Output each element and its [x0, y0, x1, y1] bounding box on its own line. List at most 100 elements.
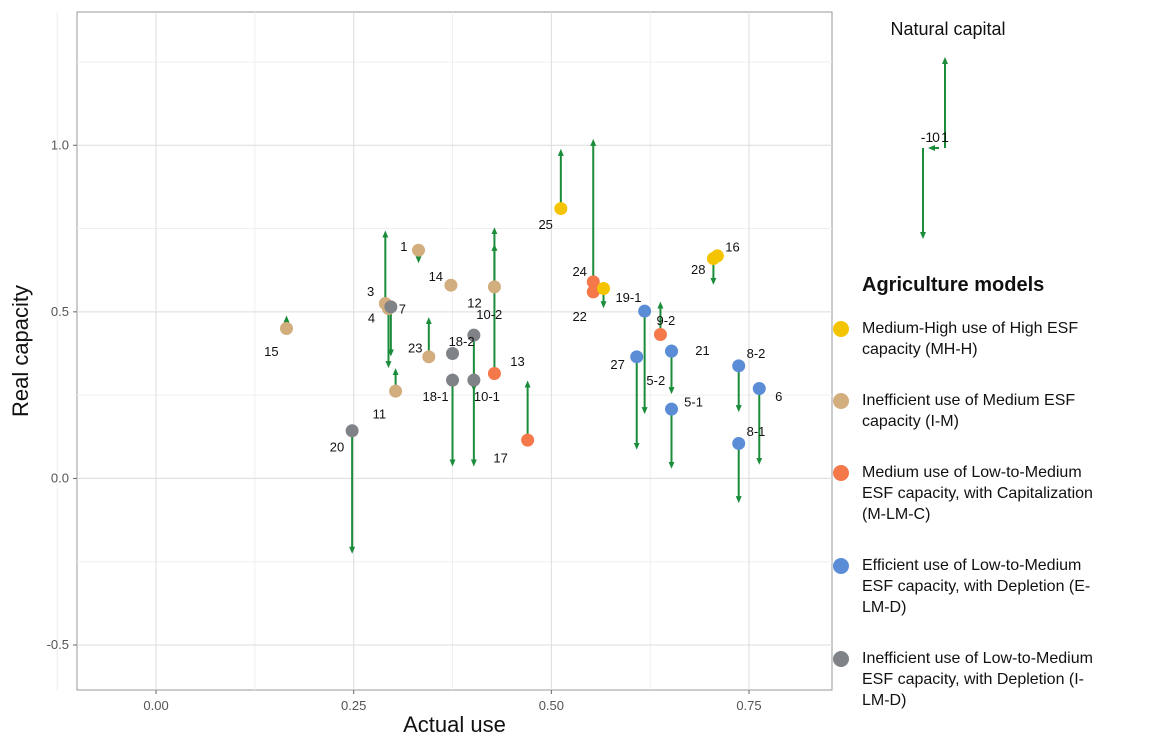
data-point: [521, 433, 535, 447]
data-point: [665, 344, 679, 358]
data-point: [653, 328, 667, 342]
data-point: [487, 366, 501, 380]
data-point: [345, 424, 359, 438]
point-label: 8-1: [747, 424, 766, 439]
nc-key-label: -1: [921, 129, 934, 145]
point-label: 3: [367, 284, 374, 299]
point-label: 22: [572, 309, 586, 324]
legend-entry-text: LM-D): [862, 599, 906, 616]
nc-key-label: 1: [941, 129, 949, 145]
data-point: [597, 282, 611, 296]
y-tick-label: -0.5: [47, 637, 69, 652]
data-point: [630, 350, 644, 364]
point-label: 14: [429, 269, 443, 284]
x-tick-label: 0.50: [539, 698, 564, 713]
point-label: 6: [775, 389, 782, 404]
data-point: [389, 384, 403, 398]
y-tick-label: 0.0: [51, 470, 69, 485]
legend-entry-text: LM-D): [862, 692, 906, 709]
point-label: 13: [510, 354, 524, 369]
y-tick-label: 1.0: [51, 137, 69, 152]
x-axis-ticks: 0.00 0.25 0.50 0.75: [143, 690, 762, 713]
point-label: 19-1: [615, 290, 641, 305]
data-point: [732, 436, 746, 450]
point-label: 17: [493, 450, 507, 465]
point-label: 10-2: [476, 307, 502, 322]
data-point: [752, 381, 766, 395]
point-label: 18-2: [449, 334, 475, 349]
data-point: [446, 373, 460, 387]
data-point: [412, 243, 426, 257]
point-label: 5-1: [684, 394, 703, 409]
x-tick-label: 0.75: [736, 698, 761, 713]
natural-capital-keys: -10 1: [920, 57, 949, 239]
point-label: 5-2: [646, 373, 665, 388]
point-label: 7: [399, 302, 406, 317]
legend-entry-text: ESF capacity, with Capitalization: [862, 485, 1093, 502]
data-point: [446, 346, 460, 360]
data-point: [586, 275, 600, 289]
legend-title: Agriculture models: [862, 274, 1044, 296]
legend-entry-text: capacity (MH-H): [862, 341, 978, 358]
natural-capital-arrows: [283, 138, 763, 554]
data-point: [554, 202, 568, 216]
data-point: [444, 278, 458, 292]
point-label: 25: [538, 217, 552, 232]
legend-swatch: [833, 321, 849, 337]
data-points: [280, 202, 766, 450]
nc-key-label: 0: [932, 129, 940, 145]
agriculture-models-legend: Agriculture models Medium-High use of Hi…: [833, 274, 1093, 709]
data-point: [422, 350, 436, 364]
y-axis-title: Real capacity: [8, 285, 33, 417]
point-label: 4: [368, 311, 375, 326]
legend-swatch: [833, 651, 849, 667]
legend-entry-text: Efficient use of Low-to-Medium: [862, 557, 1081, 574]
point-label: 12: [467, 296, 481, 311]
legend-swatch: [833, 465, 849, 481]
data-point: [384, 300, 398, 314]
point-label: 24: [572, 264, 586, 279]
legend-entry-text: Inefficient use of Medium ESF: [862, 392, 1075, 409]
point-label: 10-1: [474, 389, 500, 404]
legend-entry-text: (M-LM-C): [862, 506, 930, 523]
legend-entry-text: capacity (I-M): [862, 413, 959, 430]
data-point: [732, 359, 746, 373]
legend-swatch: [833, 393, 849, 409]
x-tick-label: 0.00: [143, 698, 168, 713]
data-point: [487, 280, 501, 294]
point-label: 9-2: [656, 313, 675, 328]
data-point: [665, 402, 679, 416]
y-tick-label: 0.5: [51, 304, 69, 319]
point-label: 8-2: [747, 346, 766, 361]
point-label: 28: [691, 262, 705, 277]
data-point: [467, 373, 481, 387]
point-label: 23: [408, 341, 422, 356]
x-axis-title: Actual use: [403, 712, 506, 737]
point-label: 21: [695, 343, 709, 358]
natural-capital-legend: Natural capital -10 1: [890, 19, 1006, 239]
legend-entry-text: Medium use of Low-to-Medium: [862, 464, 1082, 481]
y-axis-ticks: -0.5 0.0 0.5 1.0: [47, 137, 77, 652]
legend-entry-text: ESF capacity, with Depletion (I-: [862, 671, 1084, 688]
point-label: 27: [610, 357, 624, 372]
point-label: 16: [725, 240, 739, 255]
point-label: 15: [264, 344, 278, 359]
legend-entries: Medium-High use of High ESF capacity (MH-…: [833, 320, 1093, 709]
data-point: [638, 304, 652, 318]
natural-capital-title: Natural capital: [890, 19, 1005, 39]
data-point: [467, 328, 481, 342]
legend-entry-text: ESF capacity, with Depletion (E-: [862, 578, 1090, 595]
point-label: 11: [373, 406, 387, 421]
x-tick-label: 0.25: [341, 698, 366, 713]
legend-entry-text: Medium-High use of High ESF: [862, 320, 1078, 337]
point-label: 18-1: [423, 389, 449, 404]
grid-lines: [56, 12, 832, 690]
point-label: 20: [330, 439, 344, 454]
data-point: [280, 322, 294, 336]
data-point: [706, 252, 720, 266]
legend-entry-text: Inefficient use of Low-to-Medium: [862, 650, 1093, 667]
legend-swatch: [833, 558, 849, 574]
